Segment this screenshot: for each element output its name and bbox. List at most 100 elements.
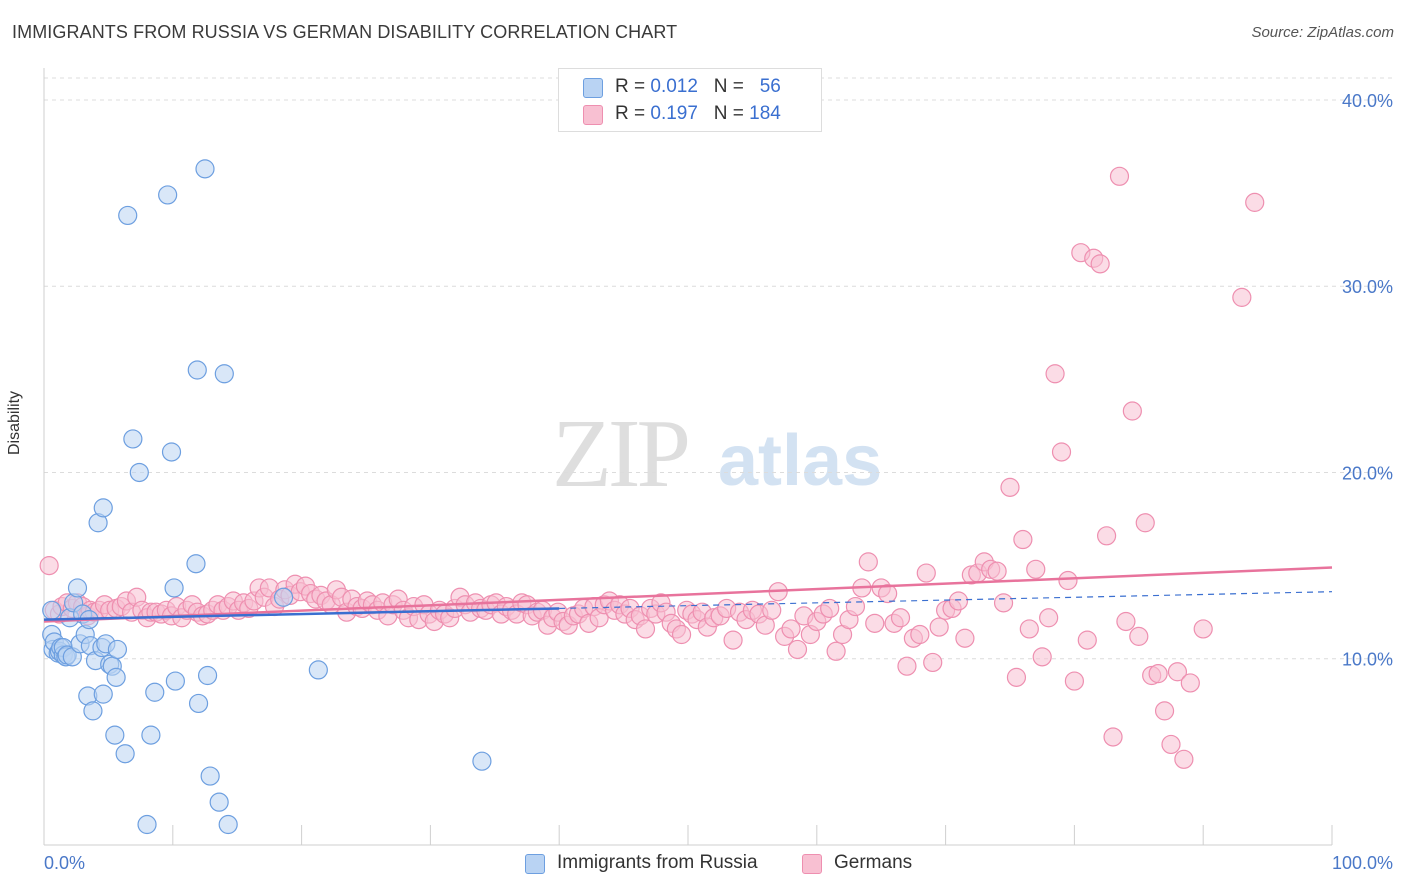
- point-germans: [1058, 570, 1078, 591]
- y-tick-label: 30.0%: [1342, 277, 1393, 297]
- bottom-label-russia: Immigrants from Russia: [557, 852, 758, 873]
- point-germans: [781, 619, 801, 639]
- point-russia: [195, 159, 215, 179]
- point-germans: [1000, 477, 1020, 497]
- point-russia: [187, 360, 207, 380]
- point-russia: [273, 587, 294, 607]
- point-germans: [1122, 401, 1142, 421]
- point-russia: [218, 814, 238, 835]
- point-germans: [1193, 619, 1213, 639]
- point-russia: [107, 639, 128, 660]
- point-germans: [1051, 442, 1072, 462]
- trendline-germans: [43, 566, 1333, 623]
- stats-legend: R = 0.012 N = 56 R = 0.197 N = 184: [558, 68, 822, 132]
- point-russia: [93, 498, 113, 518]
- point-russia: [164, 578, 184, 598]
- point-russia: [93, 684, 113, 704]
- point-germans: [1006, 667, 1027, 687]
- point-russia: [472, 751, 492, 771]
- point-germans: [1077, 630, 1097, 650]
- point-russia: [186, 554, 206, 574]
- x-tick-label-min: 0.0%: [44, 853, 85, 873]
- point-germans: [762, 600, 782, 620]
- point-germans: [993, 593, 1014, 613]
- point-germans: [1129, 626, 1149, 646]
- point-germans: [1013, 529, 1033, 550]
- source-label: Source: ZipAtlas.com: [1251, 24, 1394, 41]
- point-russia: [209, 792, 229, 812]
- y-tick-label: 40.0%: [1342, 91, 1393, 111]
- legend-swatch-russia: [583, 78, 603, 98]
- point-germans: [845, 596, 866, 617]
- point-germans: [723, 630, 743, 650]
- point-russia: [137, 814, 157, 835]
- point-germans: [820, 598, 840, 619]
- point-germans: [1026, 559, 1046, 579]
- trendline-russia-extension: [559, 591, 1333, 610]
- legend-text-germans: R = 0.197 N = 184: [615, 103, 781, 124]
- point-russia: [165, 671, 185, 691]
- point-germans: [1109, 166, 1130, 186]
- point-germans: [1064, 671, 1085, 691]
- point-germans: [955, 628, 975, 648]
- point-russia: [308, 660, 328, 680]
- point-germans: [1135, 513, 1155, 533]
- point-russia: [83, 701, 103, 721]
- point-germans: [1174, 749, 1194, 769]
- point-germans: [987, 561, 1007, 581]
- point-germans: [916, 563, 936, 583]
- point-germans: [1045, 364, 1065, 384]
- watermark-atlas: atlas: [718, 421, 883, 501]
- point-germans: [1154, 701, 1175, 721]
- point-germans: [635, 619, 656, 639]
- bottom-swatch-germans: [802, 854, 822, 874]
- point-germans: [1161, 734, 1181, 755]
- point-germans: [910, 624, 930, 645]
- point-germans: [1232, 287, 1252, 307]
- point-russia: [106, 667, 126, 687]
- point-germans: [1032, 647, 1052, 667]
- point-germans: [858, 552, 878, 572]
- bottom-swatch-russia: [525, 854, 545, 874]
- point-germans: [948, 591, 969, 611]
- point-russia: [158, 185, 178, 205]
- trendline-russia: [43, 607, 560, 621]
- point-russia: [42, 600, 62, 620]
- legend-swatch-germans: [583, 105, 603, 125]
- point-russia: [200, 766, 220, 786]
- point-germans: [1180, 673, 1200, 693]
- point-germans: [671, 624, 692, 645]
- y-tick-label: 20.0%: [1342, 463, 1393, 483]
- point-germans: [897, 656, 917, 676]
- point-germans: [1090, 254, 1110, 274]
- point-germans: [1148, 664, 1168, 684]
- point-russia: [105, 725, 125, 745]
- point-germans: [1245, 192, 1265, 212]
- point-germans: [929, 617, 949, 637]
- point-russia: [214, 364, 234, 384]
- point-germans: [1039, 608, 1059, 628]
- point-russia: [141, 725, 161, 745]
- y-tick-label: 10.0%: [1342, 650, 1393, 670]
- chart-title: IMMIGRANTS FROM RUSSIA VS GERMAN DISABIL…: [12, 22, 678, 42]
- point-germans: [787, 639, 808, 660]
- point-russia: [145, 682, 165, 702]
- point-germans: [923, 652, 943, 673]
- point-germans: [1103, 727, 1123, 747]
- x-tick-label-max: 100.0%: [1332, 853, 1393, 873]
- point-germans: [878, 583, 898, 604]
- point-germans: [1167, 662, 1188, 682]
- point-germans: [1116, 611, 1136, 632]
- point-russia: [129, 462, 149, 483]
- point-russia: [118, 205, 138, 226]
- point-germans: [865, 613, 885, 633]
- bottom-label-germans: Germans: [834, 852, 913, 873]
- point-russia: [188, 693, 209, 714]
- point-russia: [197, 665, 218, 686]
- point-germans: [1019, 619, 1039, 639]
- legend-text-russia: R = 0.012 N = 56: [615, 76, 781, 97]
- point-germans: [1096, 526, 1117, 546]
- point-russia: [115, 744, 135, 764]
- watermark-zip: ZIP: [552, 400, 691, 508]
